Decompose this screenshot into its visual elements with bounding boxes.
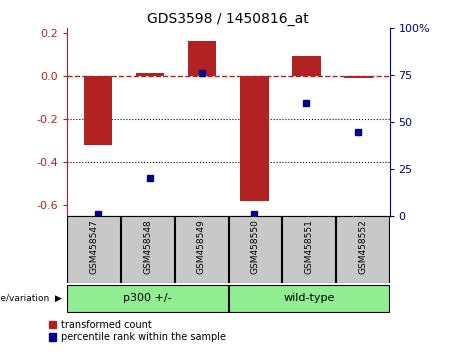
Legend: transformed count, percentile rank within the sample: transformed count, percentile rank withi… bbox=[49, 320, 226, 342]
Bar bbox=[283, 216, 335, 283]
Bar bbox=[336, 216, 389, 283]
Bar bbox=[344, 76, 372, 78]
Title: GDS3598 / 1450816_at: GDS3598 / 1450816_at bbox=[148, 12, 309, 26]
Bar bbox=[240, 76, 268, 201]
Bar bbox=[84, 76, 112, 145]
Text: p300 +/-: p300 +/- bbox=[123, 293, 172, 303]
Bar bbox=[67, 216, 120, 283]
Text: GSM458549: GSM458549 bbox=[197, 219, 206, 274]
Bar bbox=[292, 56, 320, 76]
Bar bbox=[188, 41, 217, 76]
Text: GSM458547: GSM458547 bbox=[89, 219, 98, 274]
Text: GSM458551: GSM458551 bbox=[304, 219, 313, 274]
Bar bbox=[136, 73, 165, 76]
Text: GSM458552: GSM458552 bbox=[358, 219, 367, 274]
Bar bbox=[229, 285, 389, 312]
Text: GSM458548: GSM458548 bbox=[143, 219, 152, 274]
Bar bbox=[175, 216, 228, 283]
Text: wild-type: wild-type bbox=[283, 293, 335, 303]
Bar bbox=[121, 216, 174, 283]
Bar bbox=[229, 216, 282, 283]
Text: genotype/variation  ▶: genotype/variation ▶ bbox=[0, 294, 62, 303]
Bar bbox=[67, 285, 228, 312]
Text: GSM458550: GSM458550 bbox=[251, 219, 260, 274]
